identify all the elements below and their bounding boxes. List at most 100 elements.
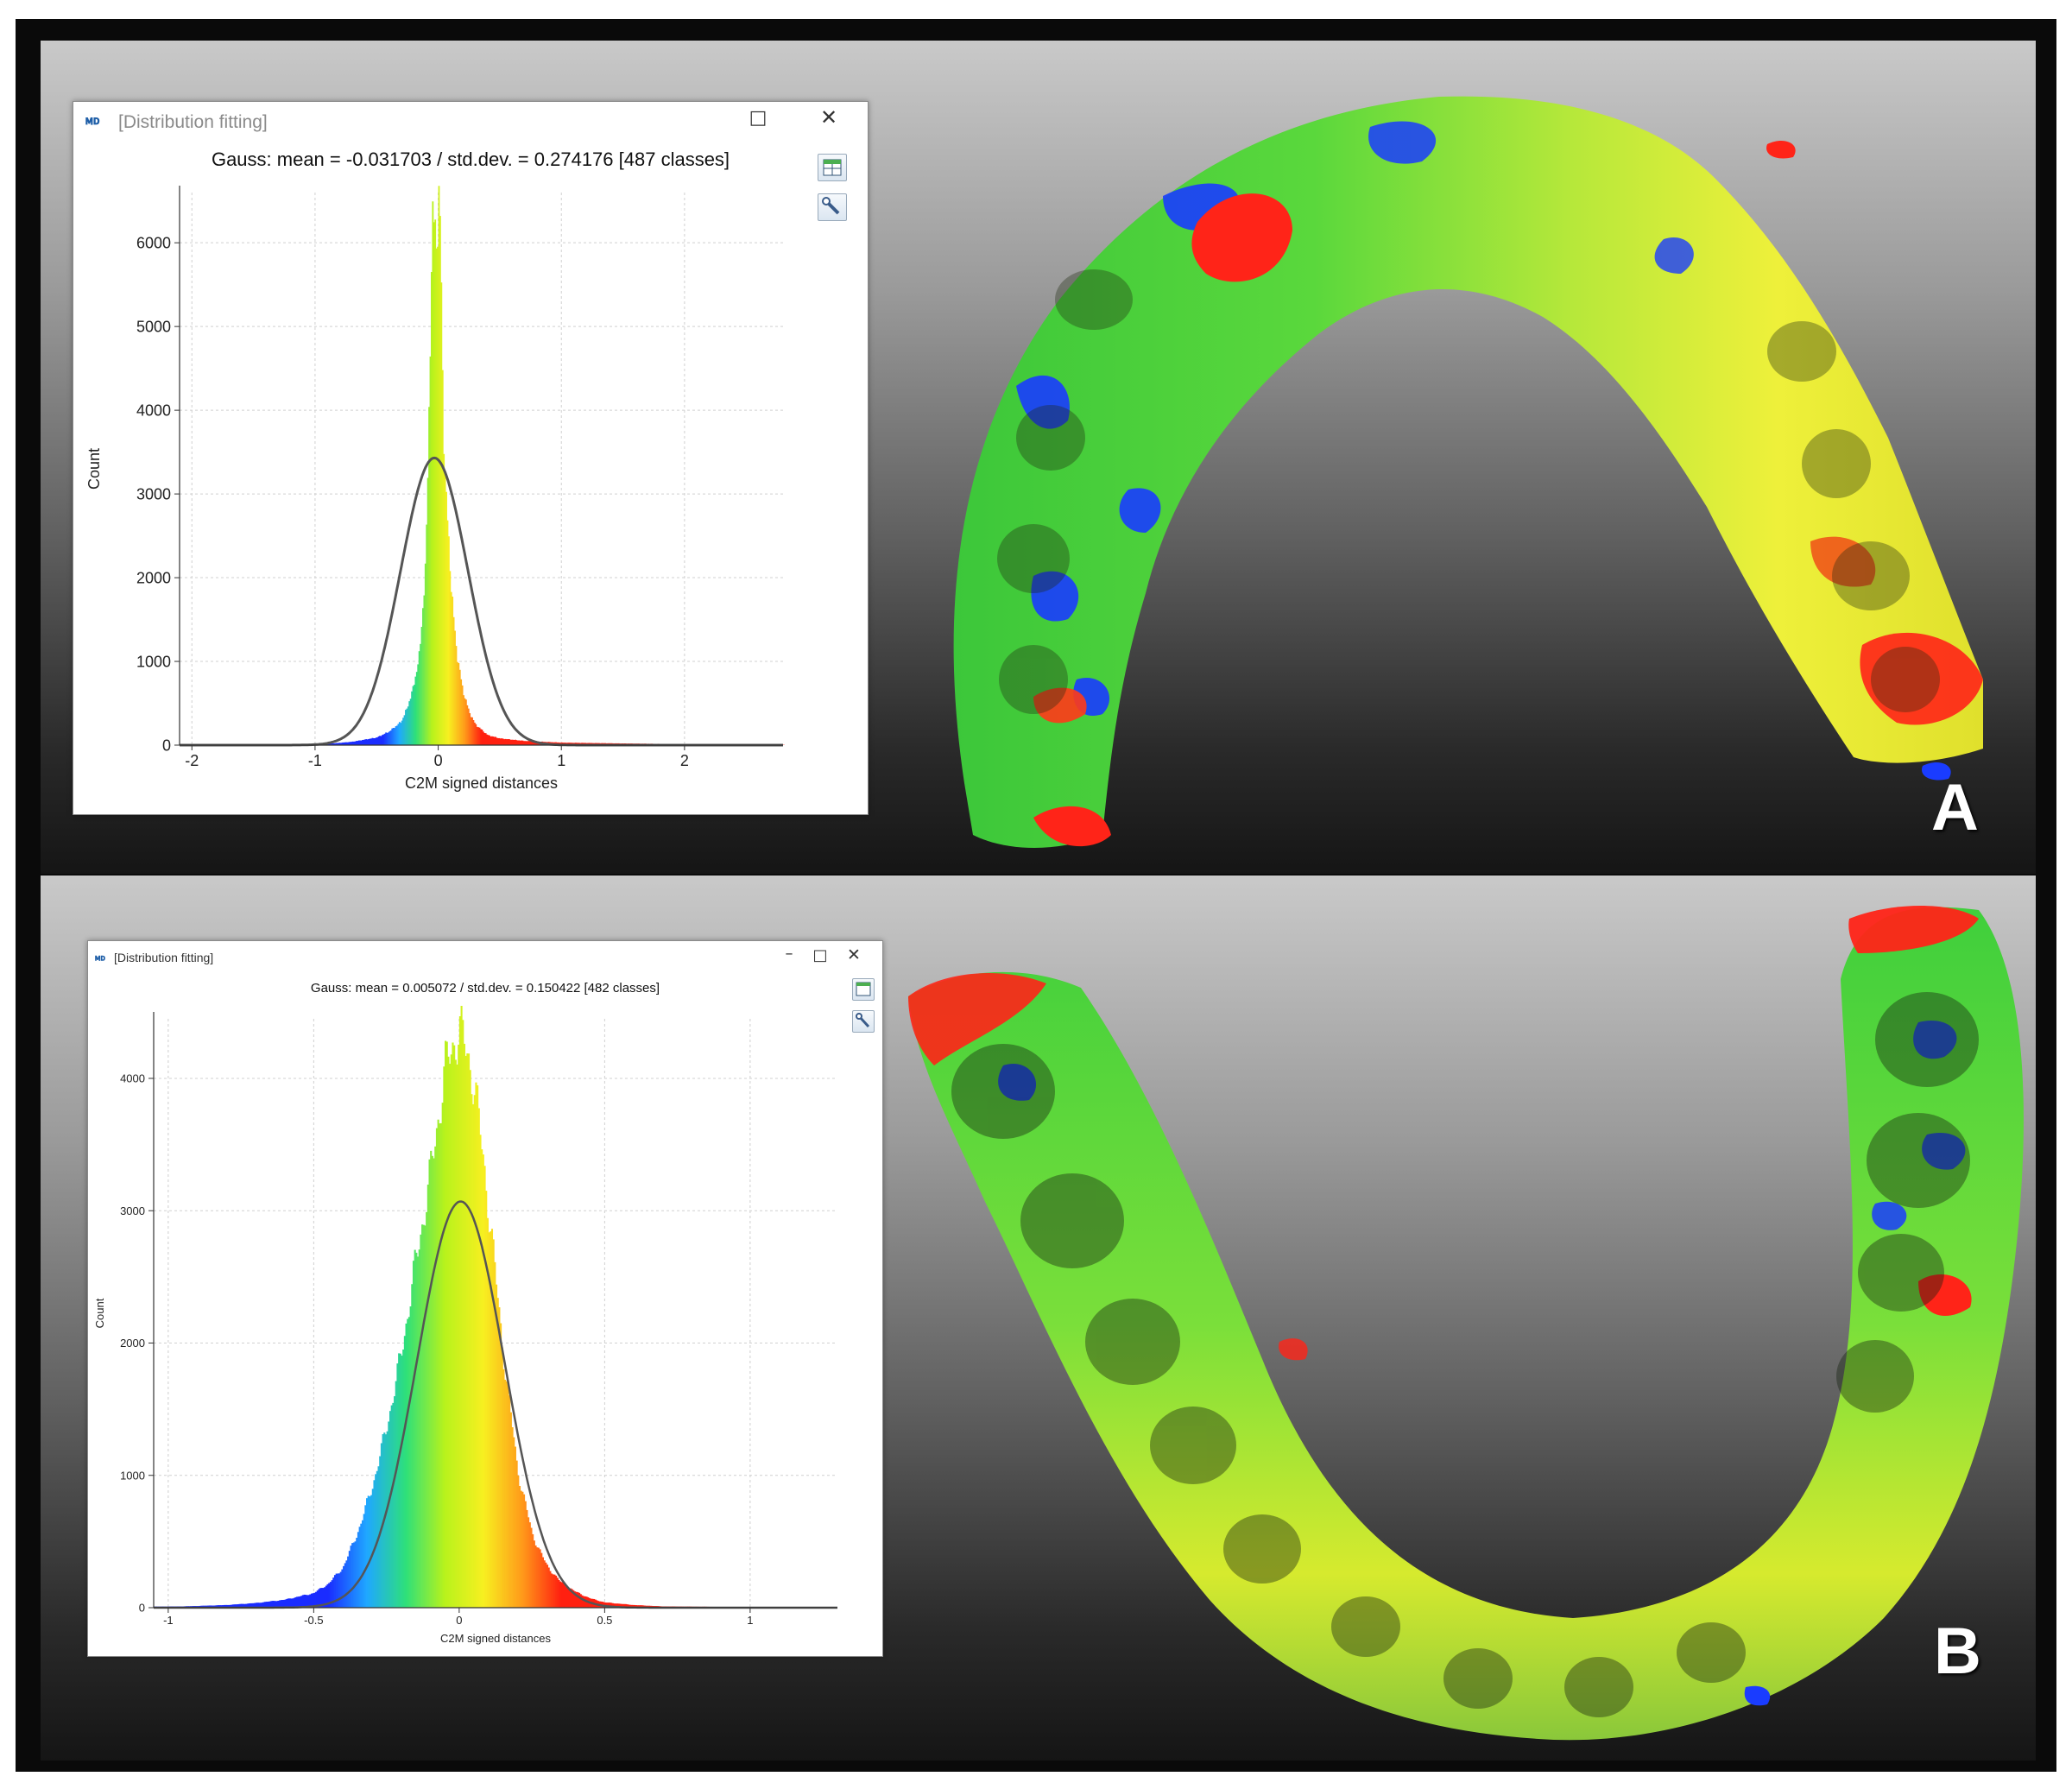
- chart-b-histogram-bar: [370, 1495, 373, 1608]
- chart-a-histogram-bar: [531, 741, 534, 745]
- panel-label-b: B: [1934, 1615, 1981, 1688]
- chart-b-histogram-bar: [511, 1427, 514, 1608]
- chart-a-histogram-bar: [444, 473, 446, 745]
- chart-b-histogram-bar: [500, 1323, 502, 1608]
- chart-b-histogram-bar: [316, 1590, 319, 1608]
- chart-a-y-tick-label: 0: [162, 736, 171, 754]
- distribution-fitting-dialog-a[interactable]: 🅫 [Distribution fitting] □ ✕ Gauss: mean…: [73, 101, 869, 815]
- chart-a-histogram-bar: [518, 740, 521, 745]
- chart-b-histogram-bar: [233, 1604, 236, 1608]
- chart-a-histogram-bar: [509, 739, 512, 745]
- dialog-titlebar[interactable]: 🅫 [Distribution fitting] □ ✕: [73, 102, 868, 140]
- chart-a-x-tick-label: 1: [557, 752, 565, 769]
- chart-b-histogram-bar: [558, 1579, 560, 1608]
- chart-b-histogram-bar: [386, 1431, 388, 1608]
- chart-b-histogram-bar: [301, 1595, 304, 1608]
- chart-b-y-axis-label: Count: [93, 1298, 106, 1328]
- dialog-titlebar[interactable]: 🅫 [Distribution fitting] – □ ✕: [88, 941, 882, 979]
- chart-a-histogram-bar: [445, 491, 447, 745]
- chart-a-histogram-bar: [452, 596, 454, 745]
- chart-a-histogram-bar: [332, 743, 334, 745]
- chart-b-histogram-bar: [619, 1603, 622, 1608]
- chart-a-histogram-bar: [527, 741, 530, 745]
- chart-a-histogram-bar: [510, 739, 513, 745]
- chart-a-histogram-bar: [395, 726, 397, 745]
- chart-a-histogram-bar: [383, 733, 386, 745]
- chart-b-histogram-bar: [269, 1601, 272, 1608]
- chart-b-histogram-bar: [524, 1501, 527, 1608]
- chart-a-histogram-bar: [469, 712, 471, 745]
- chart-b-histogram-bar: [556, 1577, 559, 1608]
- close-icon[interactable]: ✕: [819, 105, 838, 130]
- chart-a-histogram-bar: [512, 739, 514, 745]
- chart-b-histogram-bar: [264, 1602, 267, 1608]
- chart-a-histogram-bar: [428, 407, 430, 745]
- chart-b-histogram-bar: [409, 1306, 412, 1608]
- chart-b-histogram-bar: [224, 1604, 227, 1608]
- chart-b-histogram-bar: [352, 1542, 355, 1608]
- chart-a-histogram-bar: [447, 536, 450, 745]
- export-table-icon[interactable]: [818, 154, 847, 181]
- chart-b-histogram-bar: [369, 1496, 371, 1608]
- chart-a-histogram-bar: [487, 735, 490, 745]
- chart-a-histogram-bar: [388, 730, 391, 745]
- chart-b-histogram-bar: [421, 1224, 424, 1608]
- chart-a-histogram-bar: [406, 708, 408, 745]
- chart-b-histogram-bar: [547, 1567, 550, 1608]
- chart-b-histogram-bar: [210, 1605, 212, 1608]
- chart-a-histogram-bar: [521, 740, 524, 745]
- minimize-icon[interactable]: –: [785, 945, 793, 963]
- chart-b-histogram-bar: [396, 1363, 399, 1608]
- chart-b-histogram-bar: [256, 1603, 259, 1608]
- chart-b-histogram-bar: [629, 1604, 632, 1608]
- chart-a-histogram-bar: [490, 736, 492, 745]
- chart-b-histogram-bar: [297, 1596, 300, 1608]
- chart-a-histogram-bar: [507, 739, 509, 745]
- chart-title-a: Gauss: mean = -0.031703 / std.dev. = 0.2…: [211, 149, 730, 170]
- chart-b-histogram-bar: [329, 1582, 332, 1608]
- chart-b-histogram-bar: [517, 1475, 520, 1608]
- distribution-fitting-dialog-b[interactable]: 🅫 [Distribution fitting] – □ ✕ Gauss: me…: [87, 940, 883, 1657]
- chart-a-histogram-bar: [351, 741, 354, 745]
- chart-b-histogram-bar: [245, 1603, 248, 1608]
- maximize-icon[interactable]: □: [812, 946, 828, 964]
- settings-wrench-icon[interactable]: [852, 1010, 875, 1033]
- chart-b-x-axis-label: C2M signed distances: [440, 1632, 551, 1645]
- chart-b-histogram-bar: [261, 1603, 263, 1608]
- chart-b-histogram-bar: [335, 1573, 338, 1608]
- chart-b-histogram-bar: [546, 1565, 549, 1608]
- chart-b-histogram-bar: [367, 1495, 370, 1608]
- chart-a-histogram-bar: [493, 736, 496, 745]
- chart-b-histogram-bar: [569, 1588, 572, 1608]
- chart-b-histogram-bar: [536, 1547, 539, 1608]
- chart-b-histogram-bar: [273, 1601, 275, 1608]
- chart-b-histogram-bar: [490, 1231, 492, 1608]
- chart-b-histogram-bar: [539, 1549, 541, 1608]
- chart-a-histogram-bar: [499, 738, 502, 745]
- settings-wrench-icon[interactable]: [818, 193, 847, 221]
- maximize-icon[interactable]: □: [749, 107, 768, 129]
- chart-b-histogram-bar: [571, 1589, 573, 1608]
- chart-b-x-tick-label: 0.5: [597, 1614, 612, 1627]
- chart-a-histogram-bar: [533, 741, 535, 745]
- chart-a-histogram-bar: [471, 717, 473, 745]
- close-icon[interactable]: ✕: [847, 945, 861, 964]
- chart-b-histogram-bar: [250, 1603, 253, 1608]
- chart-a-histogram-bar: [508, 739, 510, 745]
- chart-a-histogram-bar: [402, 717, 405, 745]
- chart-b-histogram-bar: [331, 1580, 333, 1608]
- chart-a-histogram-bar: [431, 272, 433, 745]
- chart-b-histogram-bar: [384, 1434, 388, 1608]
- chart-b-y-tick-label: 1000: [120, 1469, 145, 1482]
- chart-b-histogram-bar: [293, 1597, 295, 1608]
- chart-a-y-tick-label: 6000: [136, 234, 171, 251]
- export-table-icon[interactable]: [852, 978, 875, 1001]
- chart-b-histogram-bar: [390, 1405, 393, 1608]
- chart-b-histogram-bar: [299, 1596, 301, 1608]
- chart-b-histogram-bar: [545, 1562, 547, 1608]
- chart-b-histogram-bar: [411, 1284, 414, 1608]
- chart-b-histogram-bar: [526, 1509, 528, 1608]
- chart-b-histogram-bar: [414, 1249, 416, 1608]
- chart-b-histogram-bar: [520, 1490, 522, 1608]
- chart-a-histogram-bar: [432, 201, 434, 745]
